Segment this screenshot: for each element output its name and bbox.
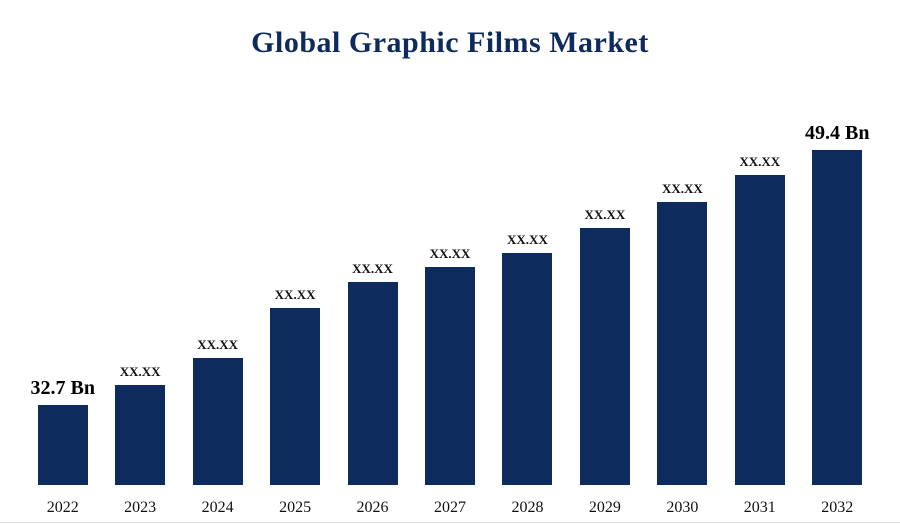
bar-column: XX.XX bbox=[721, 115, 798, 485]
bar-value-label: XX.XX bbox=[584, 207, 626, 222]
bar-value-label: XX.XX bbox=[739, 154, 781, 169]
bar-column: 32.7 Bn bbox=[24, 115, 101, 485]
bar bbox=[115, 385, 166, 485]
bar bbox=[192, 358, 243, 485]
x-axis-label: 2027 bbox=[433, 499, 466, 516]
bar-value-label: XX.XX bbox=[661, 181, 703, 196]
bar-column: 49.4 Bn bbox=[799, 115, 876, 485]
bar-value-label: XX.XX bbox=[274, 287, 316, 302]
bar-value-label: XX.XX bbox=[197, 337, 239, 352]
x-axis-label: 2032 bbox=[821, 499, 854, 516]
bar bbox=[502, 253, 553, 485]
bar bbox=[270, 308, 321, 485]
bar bbox=[347, 282, 398, 485]
x-axis-label: 2022 bbox=[46, 499, 79, 516]
bar-value-label: 49.4 Bn bbox=[805, 122, 870, 144]
bar bbox=[812, 150, 863, 485]
x-axis-label: 2025 bbox=[279, 499, 312, 516]
bar-column: XX.XX bbox=[334, 115, 411, 485]
bar bbox=[37, 405, 88, 485]
x-axis-label: 2024 bbox=[201, 499, 234, 516]
bar-column: XX.XX bbox=[101, 115, 178, 485]
bar-column: XX.XX bbox=[566, 115, 643, 485]
bottom-divider-line bbox=[0, 522, 900, 523]
x-axis-label: 2029 bbox=[588, 499, 621, 516]
bar-value-label: XX.XX bbox=[119, 364, 161, 379]
bar-value-label: XX.XX bbox=[507, 232, 548, 247]
x-axis-label: 2026 bbox=[356, 499, 389, 516]
x-axis-label: 2030 bbox=[666, 499, 699, 516]
x-axis-label: 2028 bbox=[511, 499, 544, 516]
bar bbox=[657, 202, 708, 485]
x-axis-label: 2031 bbox=[743, 499, 776, 516]
bar-column: XX.XX bbox=[179, 115, 256, 485]
bar bbox=[734, 175, 785, 485]
bar-value-label: 32.7 Bn bbox=[30, 377, 95, 399]
bar-column: XX.XX bbox=[644, 115, 721, 485]
bar-value-label: XX.XX bbox=[352, 261, 393, 276]
x-axis-label: 2023 bbox=[124, 499, 157, 516]
bar-column: XX.XX bbox=[489, 115, 566, 485]
chart-title: Global Graphic Films Market bbox=[251, 26, 649, 59]
bar-column: XX.XX bbox=[411, 115, 488, 485]
x-axis: 2022 2023 2024 2025 2026 2027 2028 2029 2030 2031… bbox=[24, 499, 876, 517]
bar-column: XX.XX bbox=[256, 115, 333, 485]
bar bbox=[579, 228, 630, 485]
bar-value-label: XX.XX bbox=[429, 246, 471, 261]
plot-area: 32.7 Bn XX.XX XX.XX XX.XX XX.XX XX.XX XX.XX XX.… bbox=[24, 115, 876, 485]
bar bbox=[424, 267, 475, 485]
